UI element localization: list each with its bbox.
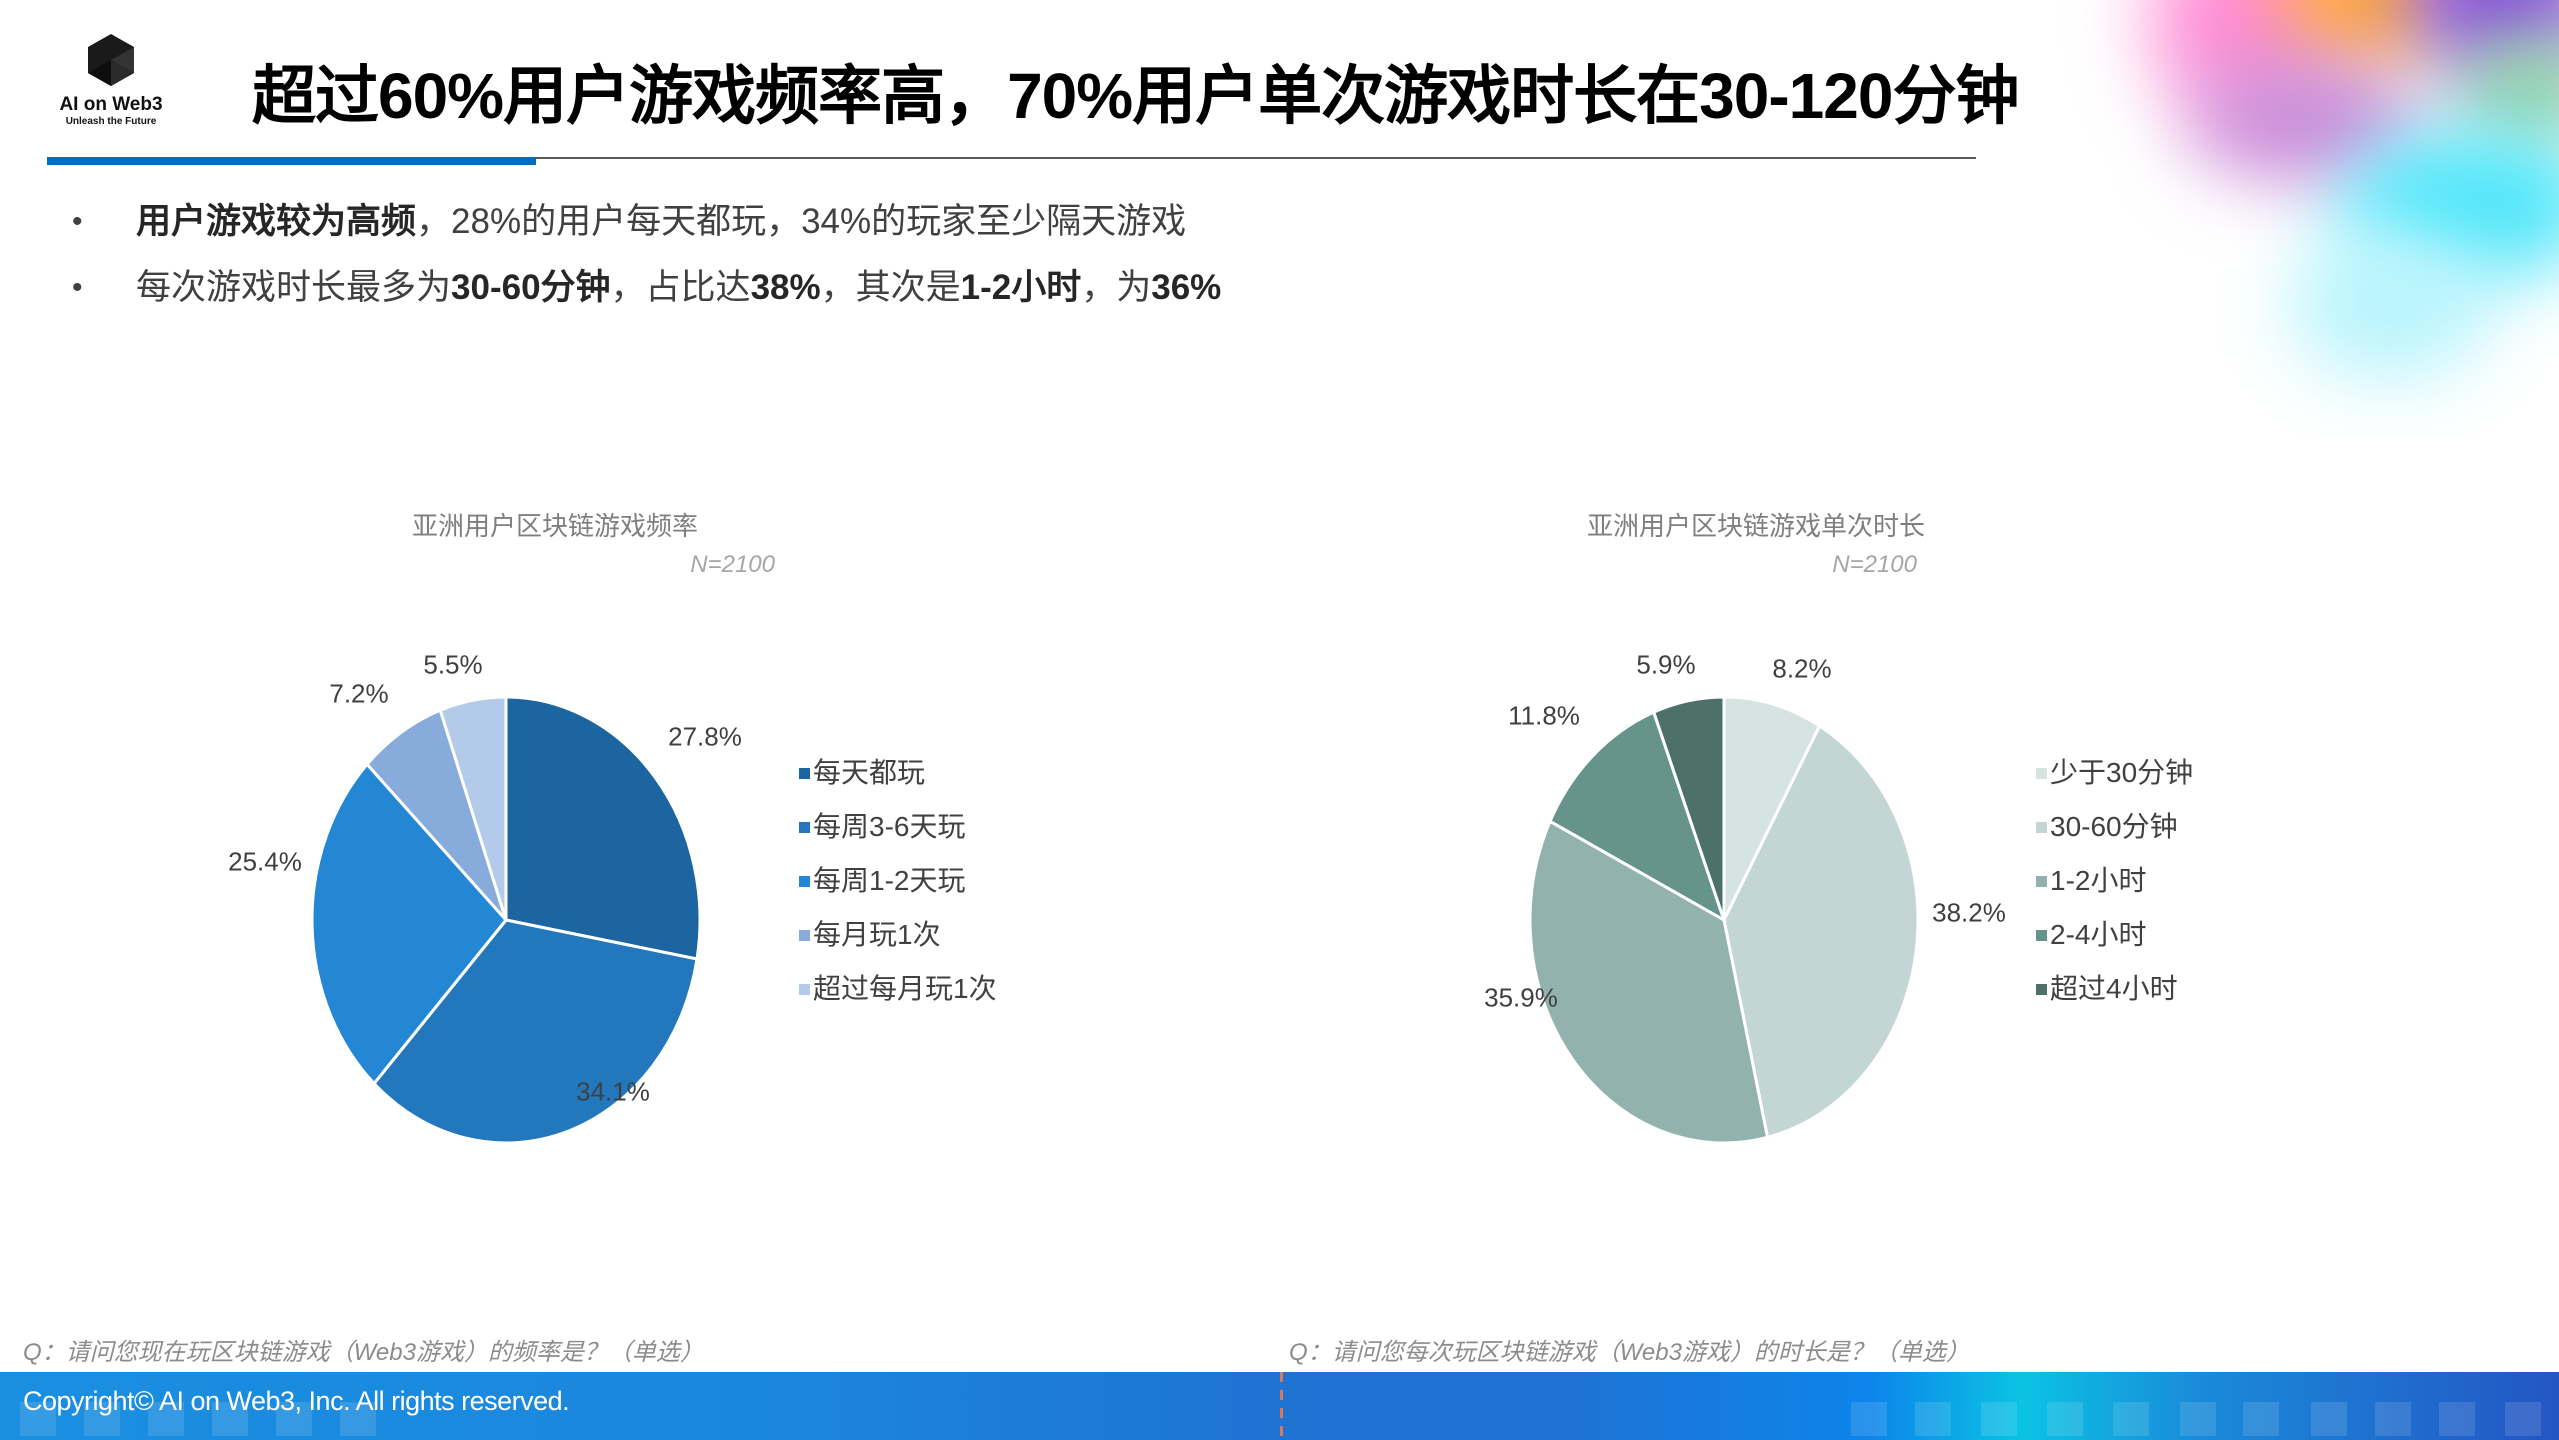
bullet-text: ，其次是 bbox=[820, 268, 961, 307]
bullet-bold: 38% bbox=[750, 268, 821, 307]
legend-swatch-icon bbox=[799, 768, 810, 779]
survey-question-duration: Q：请问您每次玩区块链游戏（Web3游戏）的时长是？（单选） bbox=[1289, 1339, 1970, 1366]
hexagon-logo-icon bbox=[88, 34, 134, 86]
bullet-bold: 1-2小时 bbox=[960, 268, 1082, 307]
pie-slice bbox=[1528, 819, 1770, 1145]
bullet-bold-lead: 用户游戏较为高频 bbox=[136, 202, 417, 241]
legend-swatch-icon bbox=[799, 876, 810, 887]
legend-swatch-icon bbox=[799, 984, 810, 995]
center-dashed-divider bbox=[1280, 1372, 1283, 1440]
chart-title: 亚洲用户区块链游戏单次时长 bbox=[1586, 511, 1926, 541]
legend-swatch-icon bbox=[799, 822, 810, 833]
legend-swatch-icon bbox=[2036, 984, 2047, 995]
data-label: 38.2% bbox=[1932, 897, 2006, 928]
title-divider bbox=[536, 157, 1976, 159]
pie-slice bbox=[365, 708, 508, 921]
data-label: 5.9% bbox=[1636, 649, 1696, 680]
title-accent-bar bbox=[47, 157, 536, 165]
legend-swatch-icon bbox=[2036, 876, 2047, 887]
data-label: 34.1% bbox=[576, 1076, 650, 1107]
chart-sample-size: N=2100 bbox=[1832, 551, 1917, 578]
logo-name: AI on Web3 bbox=[59, 94, 163, 115]
pie-slice bbox=[1722, 695, 1822, 921]
data-label: 7.2% bbox=[329, 678, 389, 709]
data-label: 35.9% bbox=[1484, 982, 1558, 1013]
survey-question-frequency: Q：请问您现在玩区块链游戏（Web3游戏）的频率是？（单选） bbox=[23, 1339, 704, 1366]
bullet-bold: 36% bbox=[1151, 268, 1222, 307]
pie-slice bbox=[1548, 710, 1727, 924]
bullet-text: 每次游戏时长最多为 bbox=[136, 268, 452, 307]
pie-slice bbox=[1722, 723, 1920, 1140]
data-label: 27.8% bbox=[668, 721, 742, 752]
bullet-text: ，占比达 bbox=[610, 268, 751, 307]
pie-slice bbox=[372, 918, 699, 1145]
data-label: 11.8% bbox=[1508, 700, 1580, 731]
pie-slice bbox=[1651, 695, 1726, 921]
bullet-dot-icon: • bbox=[72, 205, 83, 238]
legend-swatch-icon bbox=[799, 930, 810, 941]
chart-title: 亚洲用户区块链游戏频率 bbox=[411, 511, 699, 541]
bullet-text: ，28%的用户每天都玩，34%的玩家至少隔天游戏 bbox=[416, 202, 1187, 241]
legend-swatch-icon bbox=[2036, 822, 2047, 833]
data-label: 5.5% bbox=[423, 649, 483, 680]
data-label: 8.2% bbox=[1772, 653, 1832, 684]
data-label: 25.4% bbox=[228, 846, 302, 877]
legend-swatch-icon bbox=[2036, 768, 2047, 779]
legend-swatch-icon bbox=[2036, 930, 2047, 941]
bullet-dot-icon: • bbox=[72, 271, 83, 304]
copyright-text: Copyright© AI on Web3, Inc. All rights r… bbox=[23, 1386, 570, 1416]
chart-sample-size: N=2100 bbox=[690, 551, 775, 578]
pie-slice bbox=[310, 762, 508, 1086]
pie-slice bbox=[438, 695, 508, 921]
bullet-text: ，为 bbox=[1081, 268, 1152, 307]
page-title: 超过60%用户游戏频率高，70%用户单次游戏时长在30-120分钟 bbox=[252, 60, 2019, 132]
footer-bar: Copyright© AI on Web3, Inc. All rights r… bbox=[0, 1372, 2559, 1440]
pie-slice bbox=[504, 695, 702, 961]
logo-tagline: Unleash the Future bbox=[65, 116, 157, 127]
bullet-bold: 30-60分钟 bbox=[451, 268, 611, 307]
